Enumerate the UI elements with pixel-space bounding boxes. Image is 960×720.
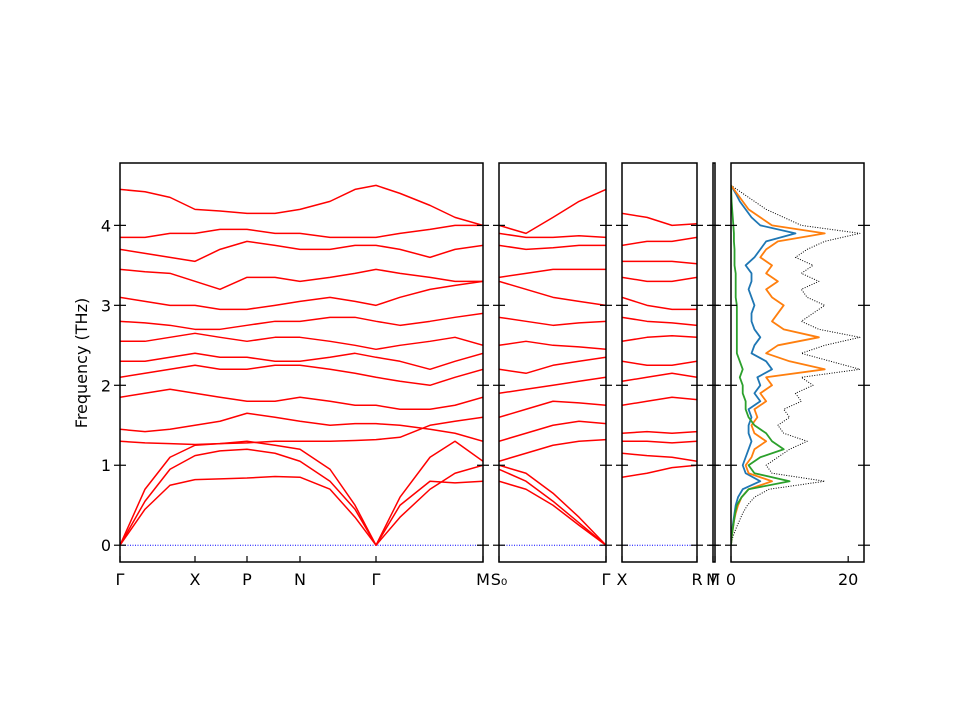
curve [622,360,697,367]
x-tick-label: Γ [711,570,720,589]
curve [120,416,483,446]
curve [499,232,606,239]
y-tick-label: 4 [101,216,111,235]
curve [622,396,697,407]
curve [622,334,697,343]
x-tick-label: Γ [116,570,125,589]
curve [622,372,697,383]
curve [120,352,483,371]
curve [499,316,606,327]
curve [499,468,606,546]
curve [120,364,483,387]
plot-area [622,212,697,546]
curve [622,316,697,327]
x-tick-label: Γ [372,570,381,589]
y-tick-label: 1 [101,456,111,475]
curve [120,268,483,291]
curve [499,340,606,351]
curve [120,240,483,263]
curve [622,212,697,227]
x-tick-label: R [691,570,702,589]
curve [499,280,606,307]
axes-frame [498,162,607,563]
curve [622,276,697,283]
curve [120,412,483,442]
curve [622,430,697,435]
y-tick-label: 2 [101,376,111,395]
curve [499,376,606,395]
curve [622,452,697,462]
curve [499,356,606,375]
plot-area [731,184,861,546]
x-tick-label: Γ [602,570,611,589]
curve [120,388,483,411]
curve [622,260,697,265]
x-tick-label: S₀ [491,570,508,589]
curve [622,440,697,444]
curve [120,280,483,311]
curve [731,184,826,546]
plot-area [120,184,483,546]
curve [499,244,606,251]
dotted-line [731,184,861,546]
x-tick-label: X [190,570,201,589]
curve [622,236,697,247]
curve [499,464,606,546]
x-tick-label: X [617,570,628,589]
y-tick-label: 0 [101,536,111,555]
curve [120,464,483,546]
curve [622,464,697,478]
curve [120,440,483,546]
x-tick-label: 0 [726,570,736,589]
curve [120,448,483,546]
curve [499,420,606,442]
x-tick-label: M [476,570,490,589]
x-tick-label: P [242,570,252,589]
axes-frame [119,162,484,563]
x-tick-label: N [294,570,306,589]
y-axis-label: Frequency (THz) [72,298,91,428]
curve [120,312,483,331]
curve [120,184,483,227]
curve [120,332,483,351]
y-tick-label: 3 [101,296,111,315]
plot-area [499,188,606,546]
x-tick-label: M [706,570,720,589]
axes-frame [730,162,865,563]
x-tick-label: 20 [838,570,858,589]
curve [731,184,797,546]
curve [731,185,791,546]
curve [499,188,606,235]
curve [622,296,697,311]
curve [120,224,483,239]
curve [499,438,606,462]
curve [499,400,606,418]
curve [499,268,606,279]
curve [499,480,606,546]
axes-frame [621,162,698,563]
axes-frame [712,162,716,563]
